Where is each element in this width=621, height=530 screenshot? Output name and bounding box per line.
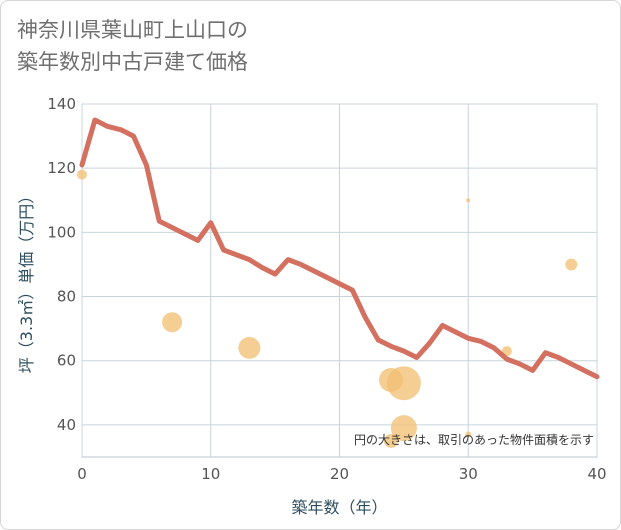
bubble-point [565, 258, 578, 271]
bubble-point [162, 312, 183, 333]
bubble-point [77, 169, 87, 180]
x-tick-label: 30 [459, 465, 478, 483]
y-tick-label: 140 [47, 95, 76, 113]
y-tick-label: 60 [57, 352, 76, 370]
bubble-point [384, 433, 398, 448]
y-axis-label: 坪（3.3㎡）単価（万円） [17, 188, 36, 373]
bubble-point [465, 431, 472, 438]
bubble-point [501, 346, 512, 357]
line-layer [79, 117, 600, 380]
y-tick-label: 100 [47, 223, 76, 241]
x-tick-label: 0 [77, 465, 87, 483]
y-tick-label: 80 [57, 288, 76, 306]
y-tick-label: 120 [47, 159, 76, 177]
x-axis-label: 築年数（年） [291, 498, 387, 517]
bubble-size-note: 円の大きさは、取引のあった物件面積を示す [354, 432, 594, 447]
chart-title: 神奈川県葉山町上山口の 築年数別中古戸建て価格 [17, 14, 248, 78]
x-tick-label: 10 [201, 465, 220, 483]
x-tick-label: 20 [330, 465, 349, 483]
bubble-point [390, 415, 417, 442]
y-tick-label: 40 [57, 416, 76, 434]
x-tick-label: 40 [587, 465, 606, 483]
average-price-line [79, 117, 600, 380]
chart-title-line-1: 神奈川県葉山町上山口の [17, 18, 248, 42]
chart-title-line-2: 築年数別中古戸建て価格 [17, 50, 248, 74]
tick-layer: 40 60 80 100 120 140 0 10 20 30 40 [47, 95, 606, 483]
bubble-point [238, 336, 261, 359]
bubble-point [386, 366, 421, 401]
bubble-layer [77, 169, 578, 448]
grid-layer [81, 103, 598, 458]
bubble-point [466, 198, 471, 203]
